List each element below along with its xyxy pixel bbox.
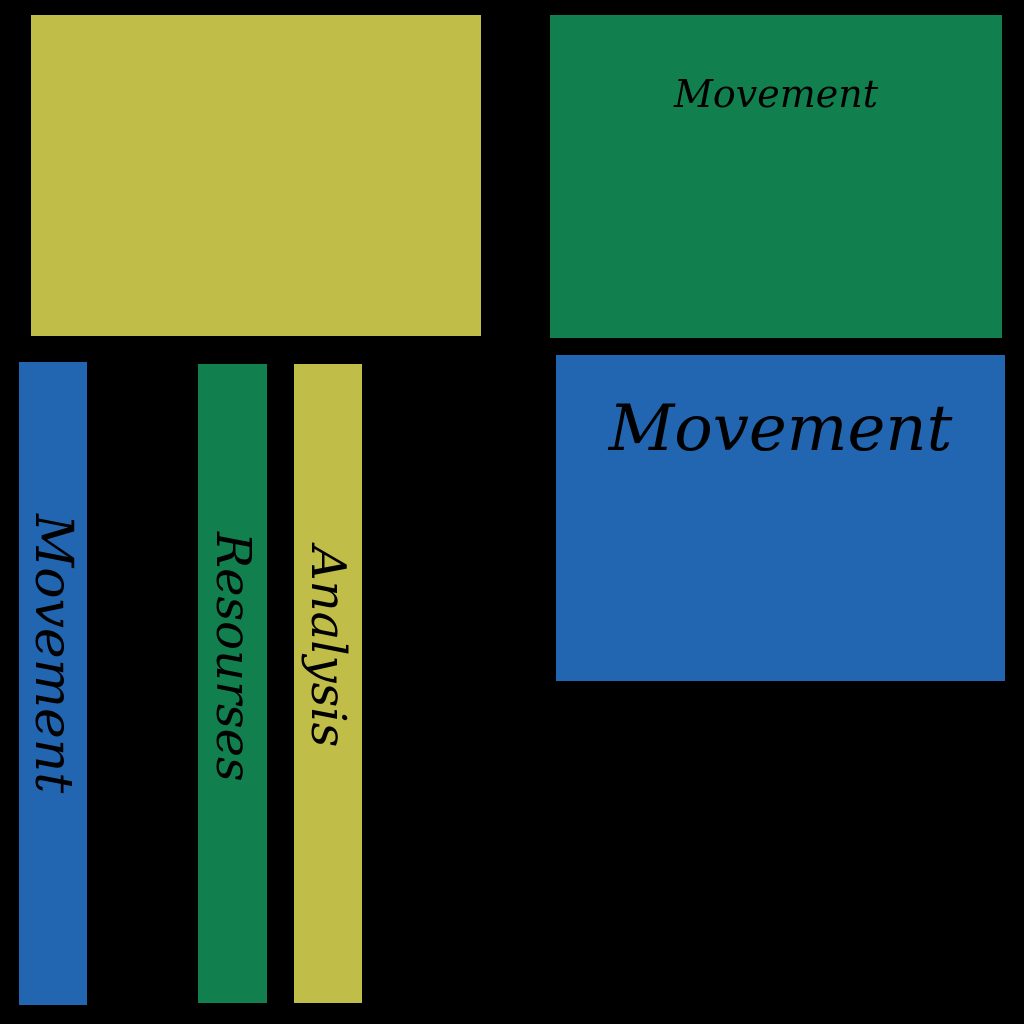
movement-panel-large: Movement xyxy=(556,355,1005,681)
olive-block xyxy=(31,15,481,336)
analysis-strip-label: Analysis xyxy=(300,546,356,748)
movement-panel-small: Movement xyxy=(550,15,1002,338)
movement-strip-label: Movement xyxy=(23,514,83,794)
resourses-strip: Resourses xyxy=(198,364,267,1003)
movement-label-small: Movement xyxy=(673,72,878,116)
movement-strip: Movement xyxy=(19,362,87,1005)
resourses-strip-label: Resourses xyxy=(204,532,261,782)
analysis-strip: Analysis xyxy=(294,364,362,1003)
movement-label-large: Movement xyxy=(608,392,953,466)
